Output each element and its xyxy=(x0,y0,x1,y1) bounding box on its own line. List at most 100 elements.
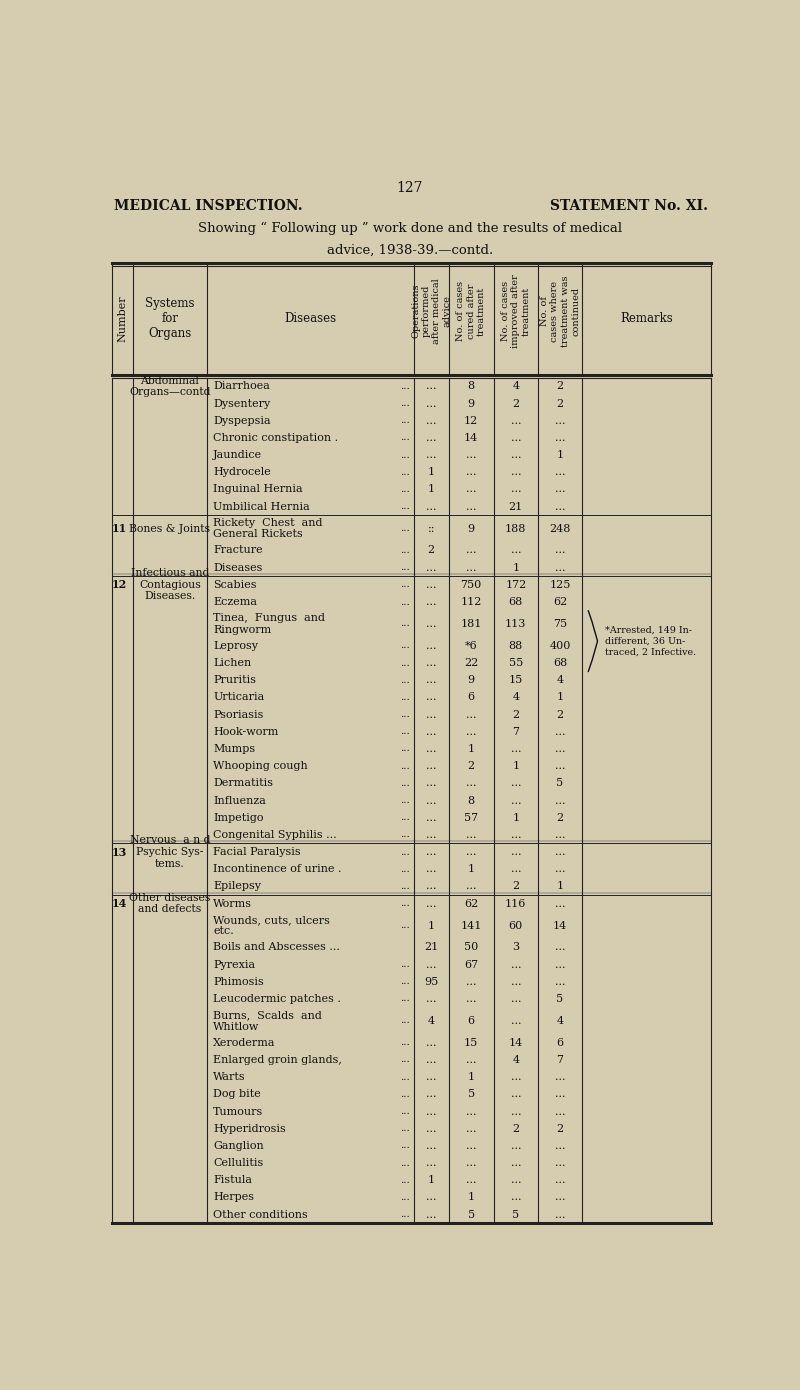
Text: ...: ... xyxy=(510,977,521,987)
Text: Warts: Warts xyxy=(213,1072,246,1083)
Text: ...: ... xyxy=(400,1106,410,1116)
Text: 1: 1 xyxy=(512,762,519,771)
Text: 13: 13 xyxy=(112,847,127,858)
Text: ...: ... xyxy=(400,1073,410,1081)
Text: Dysentery: Dysentery xyxy=(213,399,270,409)
Text: ...: ... xyxy=(466,1123,477,1134)
Text: Worms: Worms xyxy=(213,898,252,909)
Text: No. of cases
cured after
treatment: No. of cases cured after treatment xyxy=(456,281,486,341)
Text: Chronic constipation .: Chronic constipation . xyxy=(213,432,338,443)
Text: 50: 50 xyxy=(464,942,478,952)
Text: 6: 6 xyxy=(468,1016,474,1026)
Text: Other conditions: Other conditions xyxy=(213,1209,308,1219)
Text: ...: ... xyxy=(554,502,566,512)
Text: ...: ... xyxy=(426,898,437,909)
Text: ...: ... xyxy=(426,813,437,823)
Text: Psoriasis: Psoriasis xyxy=(213,709,263,720)
Text: ...: ... xyxy=(466,778,477,788)
Text: ...: ... xyxy=(426,1209,437,1219)
Text: Diseases: Diseases xyxy=(213,563,262,573)
Text: ...: ... xyxy=(554,744,566,753)
Text: 4: 4 xyxy=(512,1055,519,1065)
Text: 750: 750 xyxy=(461,580,482,589)
Text: 2: 2 xyxy=(512,399,519,409)
Text: ...: ... xyxy=(510,778,521,788)
Text: ...: ... xyxy=(400,485,410,493)
Text: 1: 1 xyxy=(468,744,474,753)
Text: 1: 1 xyxy=(557,881,563,891)
Text: 4: 4 xyxy=(512,692,519,702)
Text: ...: ... xyxy=(400,1016,410,1026)
Text: ...: ... xyxy=(400,922,410,930)
Text: ...: ... xyxy=(554,865,566,874)
Text: 116: 116 xyxy=(505,898,526,909)
Text: ...: ... xyxy=(426,381,437,392)
Text: STATEMENT No. XI.: STATEMENT No. XI. xyxy=(550,199,708,213)
Text: Fracture: Fracture xyxy=(213,545,262,556)
Text: ...: ... xyxy=(466,727,477,737)
Text: ...: ... xyxy=(400,524,410,534)
Text: ...: ... xyxy=(400,1159,410,1168)
Text: Tinea,  Fungus  and
Ringworm: Tinea, Fungus and Ringworm xyxy=(213,613,325,635)
Text: ...: ... xyxy=(466,1055,477,1065)
Text: 5: 5 xyxy=(512,1209,519,1219)
Text: 8: 8 xyxy=(468,795,474,806)
Text: 1: 1 xyxy=(512,813,519,823)
Text: 1: 1 xyxy=(428,1176,435,1186)
Text: ...: ... xyxy=(554,1158,566,1168)
Text: 9: 9 xyxy=(468,399,474,409)
Text: 2: 2 xyxy=(557,709,563,720)
Text: ...: ... xyxy=(400,434,410,442)
Text: 62: 62 xyxy=(553,598,567,607)
Text: Jaundice: Jaundice xyxy=(213,450,262,460)
Text: ...: ... xyxy=(426,865,437,874)
Text: ...: ... xyxy=(510,545,521,556)
Text: 188: 188 xyxy=(505,524,526,534)
Text: ...: ... xyxy=(400,1141,410,1151)
Text: 5: 5 xyxy=(468,1209,474,1219)
Text: Enlarged groin glands,: Enlarged groin glands, xyxy=(213,1055,342,1065)
Text: ...: ... xyxy=(554,1193,566,1202)
Text: 2: 2 xyxy=(557,813,563,823)
Text: Ganglion: Ganglion xyxy=(213,1141,264,1151)
Text: ...: ... xyxy=(466,502,477,512)
Text: No. of cases
improved after
treatment: No. of cases improved after treatment xyxy=(501,274,530,348)
Text: ...: ... xyxy=(400,796,410,805)
Text: 400: 400 xyxy=(550,641,570,651)
Text: ...: ... xyxy=(400,468,410,477)
Text: 125: 125 xyxy=(550,580,570,589)
Text: ...: ... xyxy=(554,830,566,840)
Text: ...: ... xyxy=(426,744,437,753)
Text: ...: ... xyxy=(510,795,521,806)
Text: ...: ... xyxy=(426,563,437,573)
Text: ...: ... xyxy=(554,942,566,952)
Text: ...: ... xyxy=(400,727,410,737)
Text: 6: 6 xyxy=(557,1038,563,1048)
Text: 75: 75 xyxy=(553,619,567,628)
Text: ...: ... xyxy=(400,778,410,788)
Text: 22: 22 xyxy=(464,657,478,669)
Text: ...: ... xyxy=(426,1072,437,1083)
Text: 14: 14 xyxy=(464,432,478,443)
Text: ...: ... xyxy=(554,959,566,970)
Text: 3: 3 xyxy=(512,942,519,952)
Text: 113: 113 xyxy=(505,619,526,628)
Text: 7: 7 xyxy=(557,1055,563,1065)
Text: ...: ... xyxy=(510,959,521,970)
Text: ...: ... xyxy=(510,416,521,425)
Text: Burns,  Scalds  and
Whitlow: Burns, Scalds and Whitlow xyxy=(213,1011,322,1031)
Text: ::: :: xyxy=(427,524,435,534)
Text: ...: ... xyxy=(400,676,410,685)
Text: Epilepsy: Epilepsy xyxy=(213,881,261,891)
Text: Diseases: Diseases xyxy=(284,313,337,325)
Text: ...: ... xyxy=(400,848,410,856)
Text: Lichen: Lichen xyxy=(213,657,251,669)
Text: 1: 1 xyxy=(468,1072,474,1083)
Text: ...: ... xyxy=(400,563,410,573)
Text: Cellulitis: Cellulitis xyxy=(213,1158,263,1168)
Text: ...: ... xyxy=(466,847,477,858)
Text: ...: ... xyxy=(426,450,437,460)
Text: ...: ... xyxy=(426,432,437,443)
Text: ...: ... xyxy=(426,1123,437,1134)
Text: ...: ... xyxy=(426,709,437,720)
